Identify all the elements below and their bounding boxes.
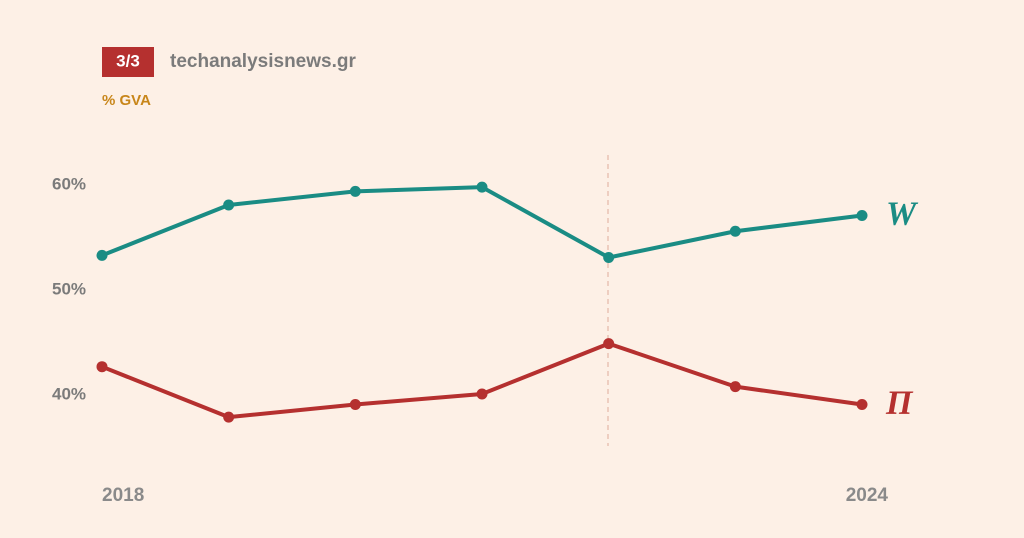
badge-box [102,47,154,77]
point [476,388,488,400]
series-label: Π [885,384,914,421]
point [349,399,361,410]
series-line [101,185,863,260]
subtitle: % GVA [102,92,151,109]
x-tick-label: 2024 [846,485,889,506]
y-tick-label: 60% [52,174,86,193]
point [96,361,108,373]
point [729,225,741,237]
point [603,338,615,350]
point [223,199,235,211]
point [96,249,108,261]
x-tick-label: 2018 [102,485,144,506]
point [729,381,741,393]
point [603,252,615,263]
point [856,210,868,221]
point [476,181,488,193]
y-tick-label: 40% [52,384,86,403]
series-label: W [886,195,919,232]
series-line [101,341,863,420]
point [856,399,868,410]
badge: 3/3 [116,51,140,70]
source: techanalysisnews.gr [170,51,356,72]
y-tick-label: 50% [52,279,86,298]
point [349,185,361,197]
point [223,411,235,423]
